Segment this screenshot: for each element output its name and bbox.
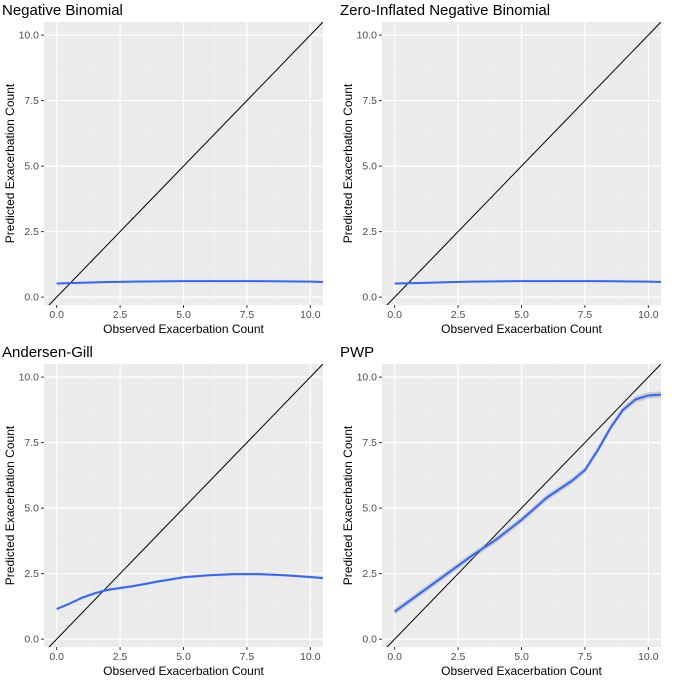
- x-tick-label: 2.5: [451, 309, 466, 321]
- chart-negative-binomial: 0.0 2.5 5.0 7.5 10.0 0.0 2.5 5.0 7.5 10.0 Negative…: [2, 2, 323, 336]
- x-tick-label: 10.0: [638, 651, 659, 663]
- x-tick-label: 0.0: [49, 309, 64, 321]
- x-axis-label: Observed Exacerbation Count: [441, 664, 602, 678]
- x-tick-label: 5.0: [514, 309, 529, 321]
- chart-title: Zero-Inflated Negative Binomial: [340, 2, 550, 19]
- panel-pwp: 0.0 2.5 5.0 7.5 10.0 0.0 2.5 5.0 7.5 10.0 PWP Obser…: [338, 342, 675, 683]
- x-tick-label: 2.5: [451, 651, 466, 663]
- y-tick-label: 10.0: [19, 30, 40, 42]
- y-tick-label: 7.5: [362, 437, 377, 449]
- smooth-fit-line: [394, 393, 661, 613]
- x-tick-label: 10.0: [300, 309, 321, 321]
- x-tick-label: 2.5: [113, 651, 128, 663]
- chart-andersen-gill: 0.0 2.5 5.0 7.5 10.0 0.0 2.5 5.0 7.5 10.0 Andersen…: [2, 344, 323, 678]
- y-tick-label: 10.0: [357, 30, 378, 42]
- identity-reference-line: [48, 364, 323, 647]
- y-axis-label: Predicted Exacerbation Count: [3, 425, 17, 585]
- y-tick-label: 2.5: [24, 226, 39, 238]
- x-tick-label: 10.0: [638, 309, 659, 321]
- y-tick-label: 2.5: [362, 568, 377, 580]
- x-axis-label: Observed Exacerbation Count: [103, 664, 264, 678]
- x-tick-label: 5.0: [176, 309, 191, 321]
- y-axis-label: Predicted Exacerbation Count: [3, 83, 17, 243]
- identity-reference-line: [386, 364, 661, 647]
- x-tick-label: 7.5: [240, 309, 255, 321]
- x-tick-label: 2.5: [113, 309, 128, 321]
- x-axis-label: Observed Exacerbation Count: [103, 322, 264, 336]
- smooth-fit-line: [56, 280, 323, 285]
- y-tick-label: 5.0: [362, 161, 377, 173]
- y-tick-label: 5.0: [362, 503, 377, 515]
- chart-title: PWP: [340, 344, 374, 361]
- chart-title: Negative Binomial: [2, 2, 123, 19]
- panel-negative-binomial: 0.0 2.5 5.0 7.5 10.0 0.0 2.5 5.0 7.5 10.0 Negative…: [0, 0, 337, 341]
- y-tick-label: 7.5: [24, 95, 39, 107]
- chart-pwp: 0.0 2.5 5.0 7.5 10.0 0.0 2.5 5.0 7.5 10.0 PWP Obser…: [340, 344, 661, 678]
- y-tick-label: 2.5: [24, 568, 39, 580]
- y-tick-label: 0.0: [24, 634, 39, 646]
- panel-andersen-gill: 0.0 2.5 5.0 7.5 10.0 0.0 2.5 5.0 7.5 10.0 Andersen…: [0, 342, 337, 683]
- x-tick-label: 7.5: [240, 651, 255, 663]
- y-tick-label: 5.0: [24, 503, 39, 515]
- y-tick-label: 10.0: [19, 372, 40, 384]
- y-tick-label: 10.0: [357, 372, 378, 384]
- chart-zero-inflated-negative-binomial: 0.0 2.5 5.0 7.5 10.0 0.0 2.5 5.0 7.5 10.0 Zero-Inf…: [340, 2, 661, 336]
- smooth-fit-line: [56, 573, 323, 610]
- identity-reference-line: [386, 22, 661, 305]
- x-tick-label: 5.0: [176, 651, 191, 663]
- y-tick-label: 0.0: [362, 292, 377, 304]
- y-tick-label: 2.5: [362, 226, 377, 238]
- x-tick-label: 10.0: [300, 651, 321, 663]
- y-tick-label: 0.0: [24, 292, 39, 304]
- chart-title: Andersen-Gill: [2, 344, 93, 361]
- x-tick-label: 0.0: [49, 651, 64, 663]
- identity-reference-line: [48, 22, 323, 305]
- x-tick-label: 7.5: [578, 651, 593, 663]
- x-tick-label: 0.0: [387, 651, 402, 663]
- y-axis-label: Predicted Exacerbation Count: [341, 425, 355, 585]
- x-tick-label: 5.0: [514, 651, 529, 663]
- x-axis-label: Observed Exacerbation Count: [441, 322, 602, 336]
- y-axis-label: Predicted Exacerbation Count: [341, 83, 355, 243]
- x-tick-label: 7.5: [578, 309, 593, 321]
- panel-zero-inflated-negative-binomial: 0.0 2.5 5.0 7.5 10.0 0.0 2.5 5.0 7.5 10.0 Zero-Inf…: [338, 0, 675, 341]
- smooth-fit-line: [394, 280, 661, 285]
- x-tick-label: 0.0: [387, 309, 402, 321]
- y-tick-label: 7.5: [24, 437, 39, 449]
- y-tick-label: 0.0: [362, 634, 377, 646]
- y-tick-label: 5.0: [24, 161, 39, 173]
- y-tick-label: 7.5: [362, 95, 377, 107]
